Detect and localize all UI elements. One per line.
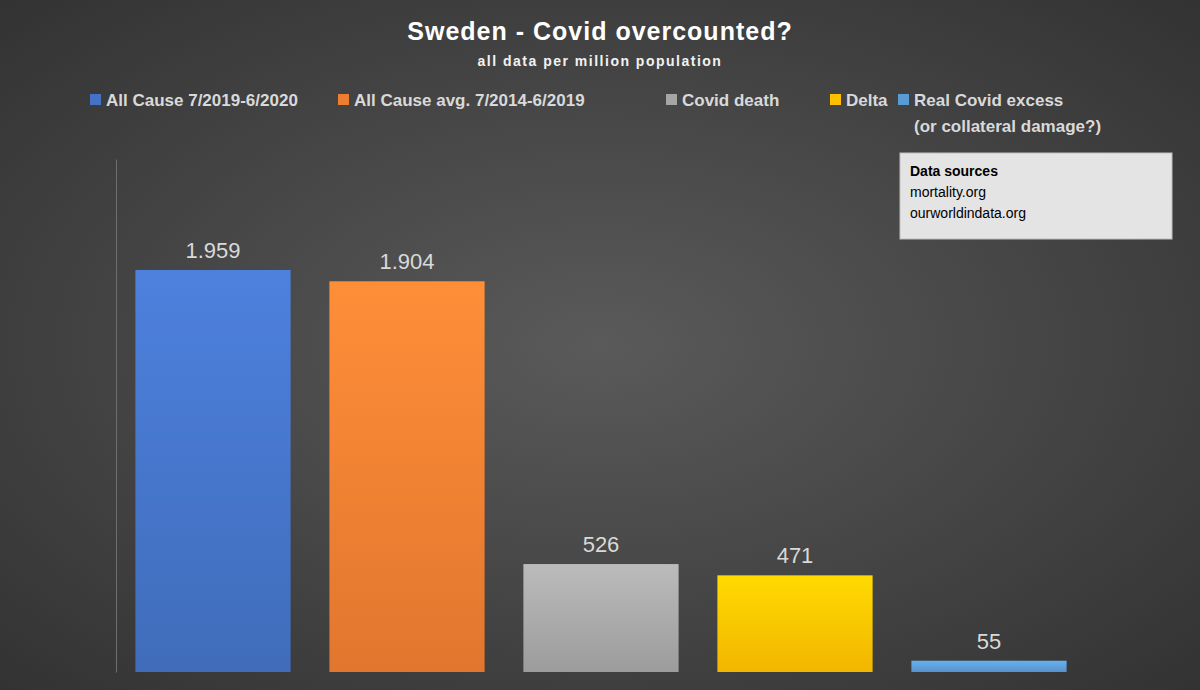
legend-swatch xyxy=(898,94,909,105)
annotation-box: Data sources mortality.org ourworldindata.… xyxy=(900,153,1172,239)
data-label: 1.959 xyxy=(185,238,240,263)
legend-swatch xyxy=(90,94,101,105)
legend-item: Covid death xyxy=(666,91,779,110)
data-labels: 1.959 1.904 526 471 55 xyxy=(185,238,1001,654)
y-axis xyxy=(116,160,117,673)
bar xyxy=(911,661,1066,672)
legend-label: Covid death xyxy=(682,91,779,110)
data-label: 471 xyxy=(777,543,814,568)
legend-label: All Cause avg. 7/2014-6/2019 xyxy=(354,91,585,110)
bar xyxy=(717,575,872,672)
legend-swatch xyxy=(830,94,841,105)
data-label: 1.904 xyxy=(379,249,434,274)
legend-item: All Cause avg. 7/2014-6/2019 xyxy=(338,91,585,110)
bar xyxy=(135,270,290,672)
legend-label: All Cause 7/2019-6/2020 xyxy=(106,91,298,110)
chart: Sweden - Covid overcounted? all data per … xyxy=(0,0,1200,690)
data-label: 55 xyxy=(977,629,1001,654)
annotation-text: mortality.org xyxy=(910,184,986,200)
annotation-frame xyxy=(900,153,1172,239)
data-label: 526 xyxy=(583,532,620,557)
y-axis-line xyxy=(116,160,117,673)
bars xyxy=(135,270,1066,672)
annotation-title: Data sources xyxy=(910,163,998,179)
legend-swatch xyxy=(338,94,349,105)
bar xyxy=(523,564,678,672)
legend-label: Delta xyxy=(846,91,888,110)
background xyxy=(0,0,1200,690)
legend-item: Real Covid excess(or collateral damage?) xyxy=(898,91,1101,136)
legend: All Cause 7/2019-6/2020 All Cause avg. 7/… xyxy=(90,91,1101,136)
legend-item: All Cause 7/2019-6/2020 xyxy=(90,91,298,110)
title: Sweden - Covid overcounted? xyxy=(407,17,792,45)
legend-label: Real Covid excess(or collateral damage?) xyxy=(914,91,1101,136)
legend-swatch xyxy=(666,94,677,105)
annotation-text: ourworldindata.org xyxy=(910,205,1026,221)
bar xyxy=(329,281,484,672)
legend-item: Delta xyxy=(830,91,888,110)
subtitle: all data per million population xyxy=(478,53,723,69)
